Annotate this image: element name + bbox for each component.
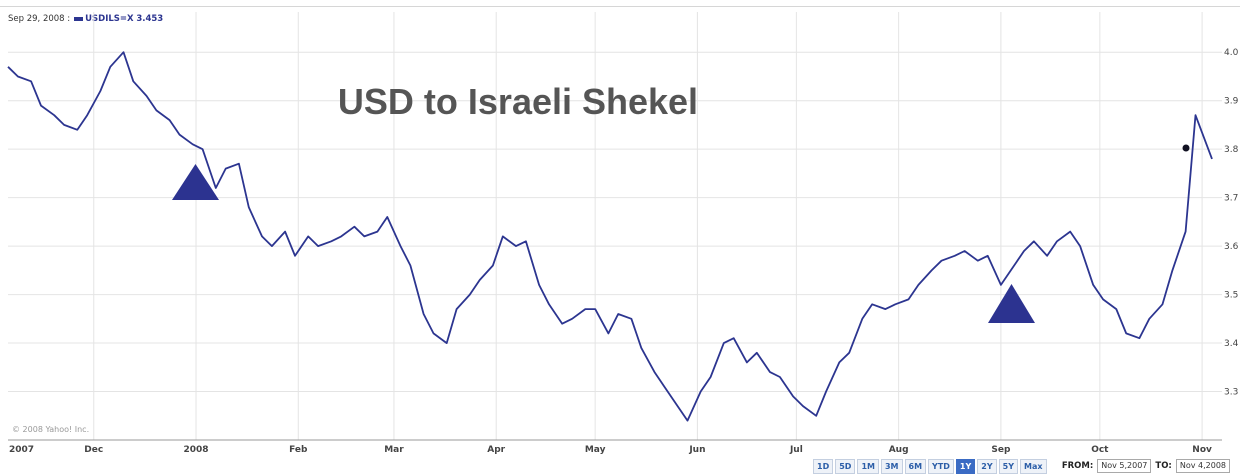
legend-series-value: 3.453 — [136, 14, 164, 24]
up-triangle-marker-left — [172, 164, 219, 200]
range-button-max[interactable]: Max — [1020, 459, 1047, 474]
x-tick-label: May — [585, 445, 606, 455]
y-tick-label: 3.9 — [1224, 97, 1239, 107]
range-button-1m[interactable]: 1M — [857, 459, 879, 474]
y-tick-label: 3.5 — [1224, 291, 1238, 301]
y-tick-label: 3.3 — [1224, 388, 1238, 398]
to-date-field[interactable]: Nov 4,2008 — [1175, 459, 1230, 473]
x-tick-label: 2008 — [183, 445, 208, 455]
grid-layer — [8, 12, 1222, 440]
x-tick-label: Feb — [289, 445, 308, 455]
x-tick-label: Aug — [889, 445, 909, 455]
y-tick-label: 3.4 — [1224, 339, 1239, 349]
x-tick-label: Apr — [487, 445, 505, 455]
tick-layer: 3.3 3.4 3.5 3.6 3.7 3.8 3.9 4.0 2007 Dec 2008 Feb Ma… — [9, 48, 1239, 455]
legend-series-label: USDILS=X — [85, 14, 134, 24]
x-tick-label: Oct — [1091, 445, 1109, 455]
copyright-note: © 2008 Yahoo! Inc. — [12, 425, 89, 434]
legend-bar: Sep 29, 2008 : USDILS=X 3.453 — [8, 12, 163, 26]
x-tick-label: Jun — [688, 445, 705, 455]
y-tick-label: 4.0 — [1224, 48, 1239, 58]
y-tick-label: 3.7 — [1224, 194, 1238, 204]
x-tick-label: Nov — [1192, 445, 1212, 455]
range-button-1d[interactable]: 1D — [813, 459, 834, 474]
chart-title: USD to Israeli Shekel — [338, 81, 698, 122]
range-button-2y[interactable]: 2Y — [977, 459, 997, 474]
current-point-dot — [1182, 144, 1190, 152]
range-button-3m[interactable]: 3M — [880, 459, 903, 474]
x-tick-label: 2007 — [9, 445, 34, 455]
from-date-field[interactable]: Nov 5,2007 — [1097, 459, 1152, 473]
range-button-5d[interactable]: 5D — [835, 459, 856, 474]
y-tick-label: 3.6 — [1224, 242, 1239, 252]
up-triangle-marker-right — [988, 284, 1035, 323]
legend-swatch — [74, 16, 84, 21]
x-tick-label: Sep — [991, 445, 1011, 455]
range-button-5y[interactable]: 5Y — [998, 459, 1018, 474]
x-tick-label: Mar — [384, 445, 404, 455]
x-tick-label: Dec — [84, 445, 103, 455]
series-layer — [7, 51, 1213, 422]
top-rule — [0, 6, 1240, 7]
range-button-1y[interactable]: 1Y — [955, 459, 976, 474]
range-controls: 1D 5D 1M 3M 6M YTD 1Y 2Y 5Y Max — [813, 459, 1047, 474]
from-label: FROM: — [1061, 461, 1094, 471]
legend-date: Sep 29, 2008 : — [8, 14, 71, 24]
series-line — [7, 51, 1213, 422]
y-tick-label: 3.8 — [1224, 145, 1239, 155]
range-button-ytd[interactable]: YTD — [928, 459, 954, 474]
date-range: FROM: Nov 5,2007 TO: Nov 4,2008 — [1062, 459, 1230, 473]
range-button-6m[interactable]: 6M — [904, 459, 927, 474]
x-tick-label: Jul — [789, 445, 803, 455]
to-label: TO: — [1155, 461, 1172, 471]
